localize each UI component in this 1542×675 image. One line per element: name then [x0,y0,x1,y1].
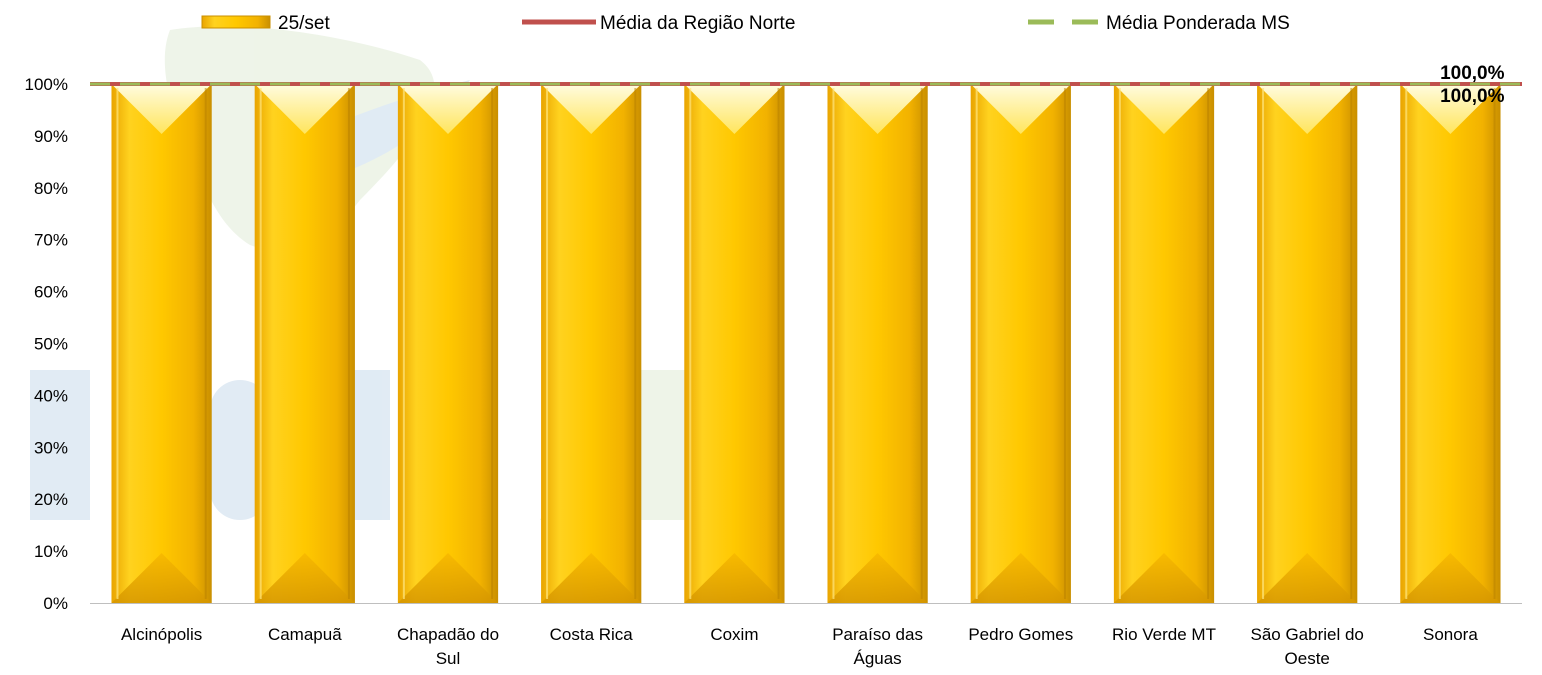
legend-item: 25/set [201,13,330,34]
bar [1113,84,1215,603]
y-tick-label: 30% [34,438,68,457]
bar [827,84,928,603]
y-tick-label: 90% [34,127,68,146]
x-tick-label: Chapadão do Sul [397,625,499,668]
bar [1400,84,1501,603]
bar [970,84,1071,603]
legend-label: 25/set [278,13,330,34]
x-tick-label: Sonora [1423,625,1478,644]
x-tick-label: Paraíso das Águas [832,625,923,668]
y-tick-label: 10% [34,542,68,561]
bar [1257,84,1358,603]
bar [397,84,499,603]
y-tick-label: 0% [43,594,68,613]
x-tick-label: Coxim [710,625,758,644]
data-labels: 100,0%100,0% [1440,63,1505,107]
x-tick-label: Rio Verde MT [1112,625,1216,644]
legend-label: Média Ponderada MS [1106,13,1290,34]
x-tick-label: Costa Rica [550,625,634,644]
x-axis: Alcinópolis Camapuã Chapadão do Sul Costa Ri… [90,603,1522,668]
y-tick-label: 80% [34,179,68,198]
legend: 25/set Média da Região Norte Média Pondera… [201,13,1290,34]
legend-item: Média Ponderada MS [1028,13,1290,34]
x-tick-label: São Gabriel do Oeste [1250,625,1363,668]
y-tick-label: 40% [34,386,68,405]
y-tick-label: 50% [34,335,68,354]
legend-swatch-bar [201,15,271,29]
bar [541,84,642,603]
y-tick-label: 20% [34,490,68,509]
y-tick-label: 70% [34,231,68,250]
x-tick-label: Pedro Gomes [968,625,1073,644]
x-tick-label: Camapuã [268,625,342,644]
bars [111,84,1501,603]
bar [111,84,212,603]
bar [684,84,785,603]
data-label: 100,0% [1440,63,1505,84]
data-label: 100,0% [1440,86,1505,107]
legend-item: Média da Região Norte [522,13,795,34]
legend-label: Média da Região Norte [600,13,795,34]
x-tick-label: Alcinópolis [121,625,202,644]
y-axis: 0% 10% 20% 30% 40% 50% 60% 70% 80% 90% 100% [25,75,68,613]
y-tick-label: 100% [25,75,68,94]
bar [254,84,355,603]
y-tick-label: 60% [34,283,68,302]
